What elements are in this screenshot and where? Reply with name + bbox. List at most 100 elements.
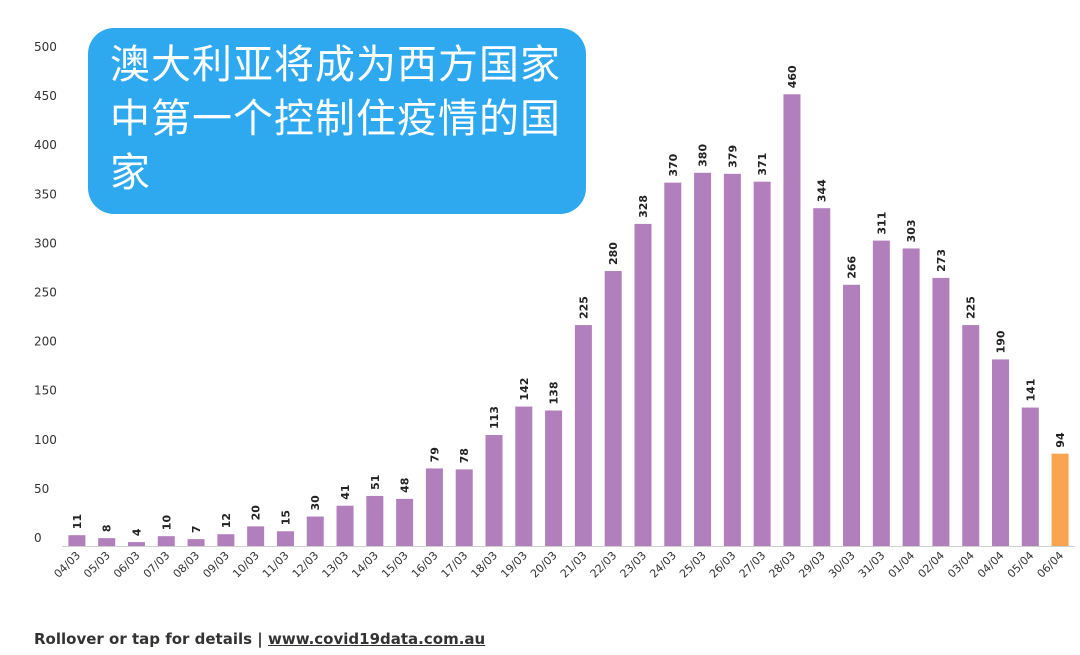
y-tick-label: 400 [34, 138, 57, 152]
x-tick-label: 14/03 [349, 549, 381, 581]
bar [1021, 407, 1039, 546]
bar [1051, 453, 1069, 546]
data-label: 7 [190, 525, 203, 533]
chart-title: 澳大利亚将成为西方国家中第一个控制住疫情的国家 [110, 42, 561, 196]
x-tick-label: 18/03 [469, 549, 501, 581]
x-tick-label: 02/04 [915, 549, 947, 581]
x-tick-label: 25/03 [677, 549, 709, 581]
x-tick-label: 21/03 [558, 549, 590, 581]
x-tick-label: 01/04 [886, 549, 918, 581]
x-tick-label: 06/03 [111, 549, 143, 581]
bar [843, 284, 861, 546]
x-tick-label: 12/03 [290, 549, 322, 581]
data-label: 138 [548, 382, 561, 405]
bar [783, 94, 801, 546]
data-label: 280 [607, 242, 620, 265]
data-label: 142 [518, 378, 531, 401]
data-label: 51 [369, 475, 382, 490]
bars [68, 94, 1069, 547]
x-tick-label: 19/03 [498, 549, 530, 581]
bar [992, 359, 1010, 546]
bar [187, 539, 205, 546]
data-label: 78 [458, 448, 471, 463]
bar [68, 535, 86, 546]
x-tick-label: 17/03 [439, 549, 471, 581]
bar [753, 181, 771, 547]
bar [157, 536, 175, 546]
y-tick-label: 450 [34, 89, 57, 103]
data-label: 4 [130, 528, 143, 536]
x-tick-label: 29/03 [796, 549, 828, 581]
bar [366, 495, 384, 546]
bar [247, 526, 265, 546]
data-label: 141 [1024, 379, 1037, 402]
data-label: 11 [71, 514, 84, 529]
data-label: 370 [667, 153, 680, 176]
x-tick-label: 08/03 [171, 549, 203, 581]
data-label: 266 [846, 255, 859, 278]
data-label: 12 [220, 513, 233, 528]
x-tick-label: 06/04 [1035, 549, 1067, 581]
bar [545, 410, 563, 546]
x-tick-label: 31/03 [856, 549, 888, 581]
bar [306, 516, 324, 546]
bar [962, 325, 980, 546]
data-label: 48 [399, 478, 412, 493]
x-tick-label: 04/03 [51, 549, 83, 581]
x-tick-label: 23/03 [617, 549, 649, 581]
x-tick-label: 11/03 [260, 549, 292, 581]
data-label: 30 [309, 495, 322, 511]
title-box [88, 28, 586, 214]
bar [872, 240, 890, 546]
x-tick-label: 10/03 [230, 549, 262, 581]
data-label: 311 [875, 212, 888, 235]
x-tick-label: 04/04 [975, 549, 1007, 581]
bar [425, 468, 443, 546]
y-tick-label: 0 [34, 531, 42, 545]
x-tick-label: 27/03 [737, 549, 769, 581]
bar [574, 325, 592, 546]
data-label: 79 [428, 447, 441, 462]
x-tick-label: 22/03 [588, 549, 620, 581]
x-tick-label: 16/03 [409, 549, 441, 581]
x-tick-label: 20/03 [528, 549, 560, 581]
x-tick-label: 15/03 [379, 549, 411, 581]
data-label: 10 [160, 515, 173, 531]
data-label: 225 [577, 296, 590, 319]
data-label: 371 [756, 153, 769, 176]
data-label: 94 [1054, 432, 1067, 448]
x-tick-label: 13/03 [320, 549, 352, 581]
bar [336, 505, 354, 546]
data-label: 380 [697, 144, 710, 167]
data-labels: 11 8 4 10 7 12 20 15 30 41 51 48 79 78 113 142 138 225 280… [71, 65, 1067, 536]
x-tick-label: 09/03 [200, 549, 232, 581]
x-tick-label: 24/03 [647, 549, 679, 581]
x-tick-label: 05/03 [81, 549, 113, 581]
y-axis: 0 50 100 150 200 250 300 350 400 450 500 [34, 40, 57, 545]
y-tick-label: 300 [34, 236, 57, 250]
data-label: 328 [637, 195, 650, 218]
bar [515, 406, 533, 546]
data-label: 273 [935, 249, 948, 272]
source-link[interactable]: www.covid19data.com.au [267, 630, 486, 648]
data-label: 303 [905, 219, 918, 242]
bar [455, 469, 473, 546]
data-label: 190 [995, 330, 1008, 353]
y-tick-label: 350 [34, 187, 57, 201]
data-label: 41 [339, 484, 352, 499]
bar [604, 271, 622, 546]
bar [723, 173, 741, 546]
data-label: 113 [488, 406, 501, 429]
bar [217, 534, 235, 546]
bar [813, 208, 831, 546]
data-label: 20 [250, 505, 263, 521]
footer-text: Rollover or tap for details | [34, 630, 268, 648]
y-tick-label: 200 [34, 335, 57, 349]
y-tick-label: 150 [34, 384, 57, 398]
y-tick-label: 100 [34, 433, 57, 447]
x-tick-label: 30/03 [826, 549, 858, 581]
data-label: 225 [965, 296, 978, 319]
bar [485, 435, 503, 546]
bar [902, 248, 920, 547]
